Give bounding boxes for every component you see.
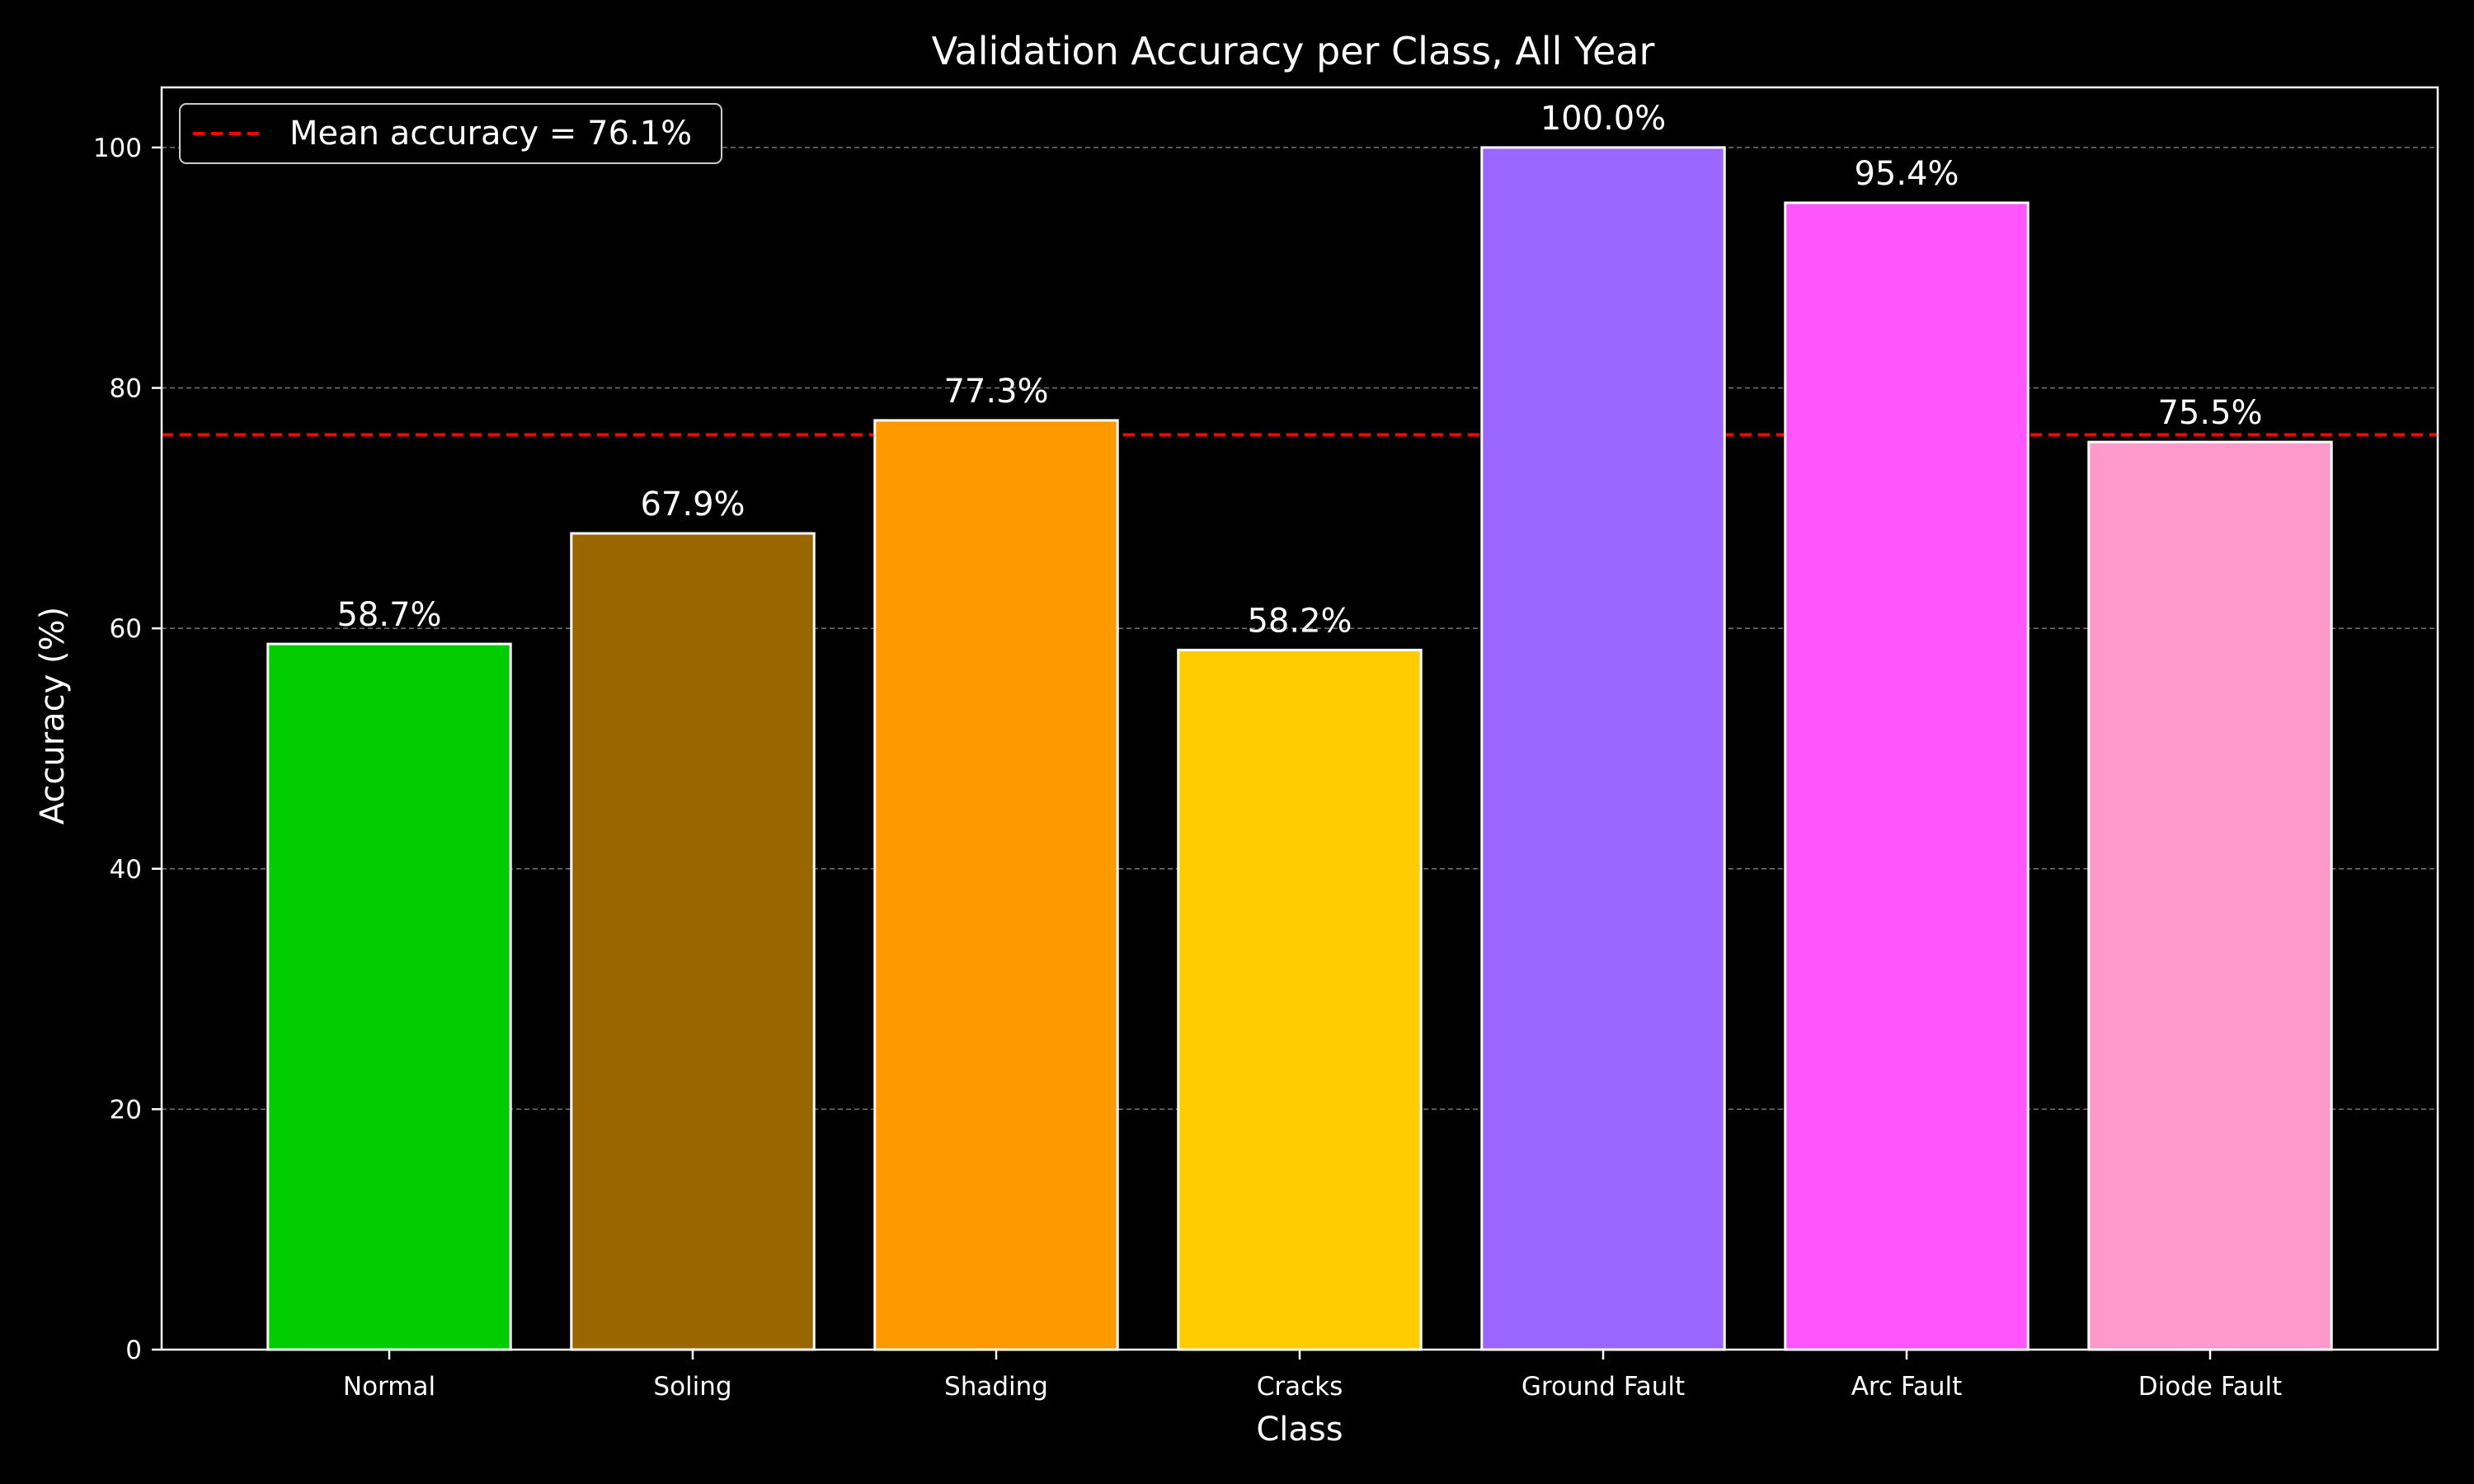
bar (1480, 146, 1726, 1351)
bar-value-label: 95.4% (1854, 155, 1959, 193)
legend: Mean accuracy = 76.1% (179, 103, 722, 164)
x-tick-label: Arc Fault (1851, 1372, 1963, 1402)
bar (1177, 648, 1423, 1351)
x-tick-label: Cracks (1257, 1372, 1343, 1402)
y-tick-label: 80 (110, 374, 142, 404)
bar (2087, 440, 2333, 1351)
legend-box (179, 103, 722, 164)
bar (873, 419, 1119, 1351)
bar-value-label: 77.3% (943, 373, 1048, 411)
bar-value-label: 75.5% (2157, 394, 2262, 432)
y-tick-label: 100 (93, 134, 142, 163)
bar (570, 532, 816, 1351)
bar-value-label: 67.9% (640, 486, 745, 524)
x-tick-label: Soling (653, 1372, 731, 1402)
y-tick-label: 20 (110, 1095, 142, 1125)
x-tick-label: Shading (944, 1372, 1048, 1402)
axes: 0 20 40 60 80 100 Normal Soling Shading Cracks Gro… (93, 86, 2439, 1402)
x-tick-label: Diode Fault (2138, 1372, 2282, 1402)
y-tick-label: 0 (125, 1336, 142, 1365)
chart-title: Validation Accuracy per Class, All Year (932, 29, 1655, 73)
y-tick-label: 40 (110, 855, 142, 885)
bar-value-label: 58.2% (1247, 602, 1352, 640)
bar-value-label: 100.0% (1540, 100, 1667, 138)
legend-mean-label: Mean accuracy = 76.1% (289, 115, 692, 153)
y-tick-label: 60 (110, 614, 142, 644)
x-tick-label: Normal (343, 1372, 435, 1402)
x-axis-label: Class (1256, 1411, 1343, 1449)
bars (266, 146, 2333, 1351)
x-tick-label: Ground Fault (1522, 1372, 1685, 1402)
bar (1784, 201, 2030, 1351)
y-axis-label: Accuracy (%) (34, 607, 72, 825)
bar (266, 642, 512, 1351)
bar-value-label: 58.7% (336, 596, 441, 634)
bar-value-labels: 58.7% 67.9% 77.3% 58.2% 100.0% 95.4% 75.5% (336, 100, 2262, 640)
